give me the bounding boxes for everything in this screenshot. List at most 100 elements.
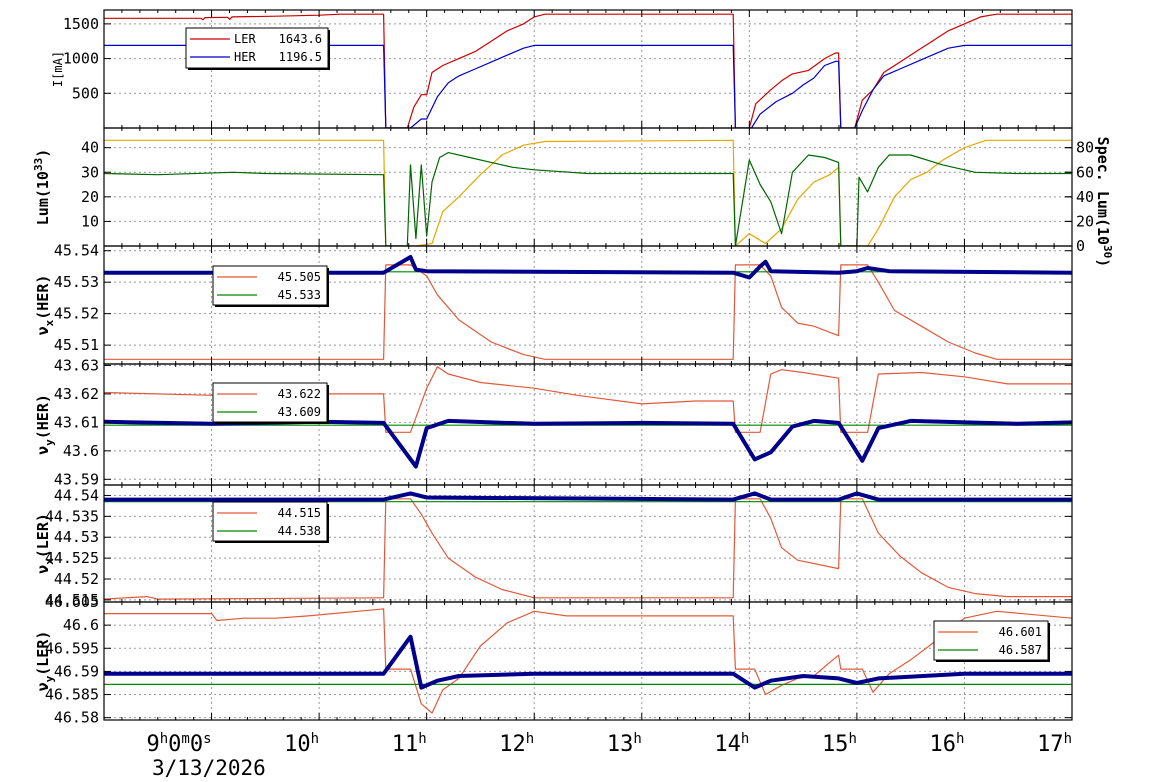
y-tick-label: 44.515 [45,591,99,609]
x-tick-label: 12h [499,731,534,757]
legend-value: 1643.6 [279,32,322,46]
x-tick-label: 10h [284,731,319,757]
y-axis-label: νy(HER) [34,394,56,455]
series-line-0 [104,608,1072,714]
y-tick-label: 46.58 [54,709,99,727]
y-axis-label-main: I[mA] [51,51,65,87]
y-tick-label: 45.54 [54,242,99,260]
panel-current: 500 1000 1500 I[mA] LER 1643.6 HER 1196.5 [51,9,1073,129]
y-tick-label: 46.6 [63,616,99,634]
y-axis-label-main: ν [34,682,52,691]
x-tick-label: 14h [714,731,749,757]
series-line-0 [104,264,1072,360]
y-tick-label: 40 [81,139,99,157]
panel-nuy-ler: 46.58 46.585 46.59 46.595 46.6 46.605 νy(LER) 4… [34,593,1073,727]
legend-box [212,382,328,423]
legend: 46.601 46.587 [933,620,1050,662]
y-axis-label-main: ν [34,446,52,455]
panel-grid [104,602,1072,720]
y-tick-label: 43.59 [54,470,99,488]
y-axis-label-tail: ) [34,149,52,158]
y-tick-label: 10 [81,212,99,230]
x-tick-label-hour: 14 [714,732,741,757]
legend-box [933,620,1049,661]
y-tick-label: 43.63 [54,356,99,374]
y-axis-label: I[mA] [51,51,65,87]
y-axis-label: νx(HER) [34,275,56,336]
y-axis-label-main: Lum(10 [34,171,52,225]
legend-label: HER [234,50,256,64]
y-tick-label: 46.585 [45,686,99,704]
legend-box [212,501,328,542]
legend: 45.505 45.533 [212,265,329,307]
right-y-tick-label: 20 [1076,212,1094,230]
legend-box [185,27,329,69]
series-line-0 [104,366,1072,433]
y-tick-label: 30 [81,163,99,181]
y-tick-label: 500 [72,84,99,102]
legend-value: 44.515 [278,506,321,520]
y-axis-label-tail: (LER) [34,631,52,676]
x-tick-label-hour: 17 [1037,732,1064,757]
y-axis-label-main: ν [34,565,52,574]
right-y-axis-label: Spec. Lum(1030) [1094,137,1114,268]
series-line-1 [104,152,1072,246]
right-y-tick-label: 0 [1076,237,1085,255]
y-tick-label: 43.62 [54,385,99,403]
x-tick-label-hour-unit: h [1064,731,1072,747]
y-axis-label: νx(LER) [34,513,56,574]
y-tick-label: 45.52 [54,305,99,323]
y-tick-label: 46.605 [45,593,99,611]
panel-lum: 10 20 30 40 Lum(1033) 0 20 40 60 80 Spec. Lum(1030… [32,127,1114,268]
right-y-tick-label: 40 [1076,188,1094,206]
y-axis-label-main: ν [34,326,52,335]
y-tick-label: 44.535 [45,507,99,525]
legend-value: 46.587 [999,643,1042,657]
date-label: 3/13/2026 [152,756,266,780]
right-y-tick-label: 80 [1076,139,1094,157]
y-axis-label-tail: (LER) [34,513,52,558]
y-axis-label-subscript: y [43,675,56,682]
right-y-tick-label: 60 [1076,163,1094,181]
y-tick-label: 44.53 [54,528,99,546]
x-tick-label-hour: 10 [284,732,311,757]
legend-value: 45.505 [278,270,321,284]
x-tick-label-minute-unit: m [181,731,189,747]
series-line-2 [104,634,1072,690]
x-tick-label: 16h [930,731,965,757]
panel-ticks [103,601,1073,720]
x-tick-label-hour: 13 [607,732,634,757]
x-tick-label-hour: 16 [930,732,957,757]
y-axis-label-subscript: y [43,439,56,446]
series-line-2 [104,255,1072,280]
y-tick-label: 20 [81,188,99,206]
x-tick-label: 15h [822,731,857,757]
x-tick-label-second-unit: s [203,731,211,747]
y-axis-label-superscript: 33 [32,158,45,171]
x-tick-label: 17h [1037,731,1072,757]
y-tick-label: 46.59 [54,662,99,680]
right-y-axis-label-superscript: 30 [1101,245,1114,258]
y-tick-label: 44.54 [54,486,99,504]
x-tick-label: 13h [607,731,642,757]
y-tick-label: 1500 [63,15,99,33]
y-tick-label: 45.53 [54,273,99,291]
y-tick-label: 44.525 [45,549,99,567]
legend-value: 46.601 [999,625,1042,639]
y-tick-label: 44.52 [54,570,99,588]
panel-series [104,608,1072,714]
right-y-axis-label-tail: ) [1094,258,1112,267]
y-axis-label: Lum(1033) [32,149,52,225]
panel-ticks [103,128,1073,247]
legend-value: 43.609 [278,405,321,419]
legend-value: 43.622 [278,387,321,401]
panel-nux-her: 45.51 45.52 45.53 45.54 νx(HER) 45.505 45.533 [34,242,1073,365]
series-line-2 [104,491,1072,502]
legend-label: LER [234,32,256,46]
y-axis-label-tail: (HER) [34,394,52,439]
series-line-0 [104,498,1072,600]
y-tick-label: 1000 [63,50,99,68]
x-tick-label-hour-unit: h [848,731,856,747]
